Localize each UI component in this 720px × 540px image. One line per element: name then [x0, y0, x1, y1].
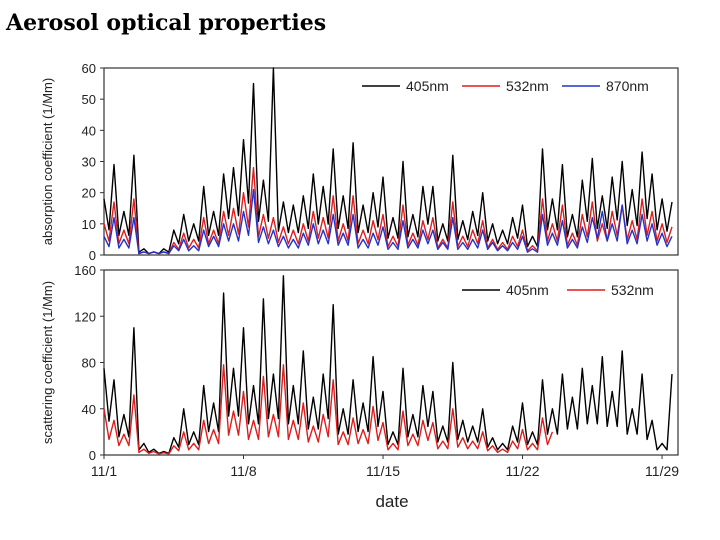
x-tick-label: 11/8: [230, 463, 256, 479]
absorption-y-tick-label: 10: [82, 217, 96, 232]
absorption-y-tick-label: 0: [89, 248, 96, 263]
x-tick-label: 11/29: [645, 463, 679, 479]
scattering-panel: 0 40 80 120 160 scattering coefficient (1/Mm)…: [40, 263, 679, 479]
absorption-legend-label: 532nm: [506, 78, 549, 94]
absorption-y-tick-label: 30: [82, 155, 96, 170]
scattering-y-tick-label: 120: [74, 309, 96, 324]
absorption-series-870nm: [103, 188, 673, 255]
absorption-y-tick-label: 60: [82, 61, 96, 76]
scattering-y-tick-label: 40: [82, 402, 96, 417]
absorption-y-tick-label: 50: [82, 92, 96, 107]
x-axis-label: date: [375, 492, 408, 511]
scattering-legend-label: 532nm: [611, 282, 654, 298]
scattering-plot-frame: [103, 269, 679, 456]
absorption-y-tick-label: 20: [82, 186, 96, 201]
x-tick-label: 11/15: [366, 463, 400, 479]
scattering-series-405nm: [103, 275, 673, 455]
absorption-legend-label: 405nm: [406, 78, 449, 94]
scattering-y-axis-label: scattering coefficient (1/Mm): [40, 281, 55, 444]
scattering-legend-label: 405nm: [506, 282, 549, 298]
scattering-y-tick-label: 0: [89, 448, 96, 463]
scattering-y-tick-label: 160: [74, 263, 96, 278]
scattering-series-532nm: [103, 364, 554, 455]
absorption-legend-label: 870nm: [606, 78, 649, 94]
absorption-series-405nm: [103, 67, 673, 255]
scattering-y-tick-label: 80: [82, 356, 96, 371]
x-tick-label: 11/1: [91, 463, 117, 479]
absorption-y-axis-label: absorption coefficient (1/Mm): [40, 78, 55, 245]
x-tick-label: 11/22: [506, 463, 540, 479]
slide-title: Aerosol optical properties: [6, 10, 327, 36]
absorption-y-tick-label: 40: [82, 123, 96, 138]
absorption-panel: 0 10 20 30 40 50 60 absorption coefficient (1/M…: [40, 61, 679, 263]
